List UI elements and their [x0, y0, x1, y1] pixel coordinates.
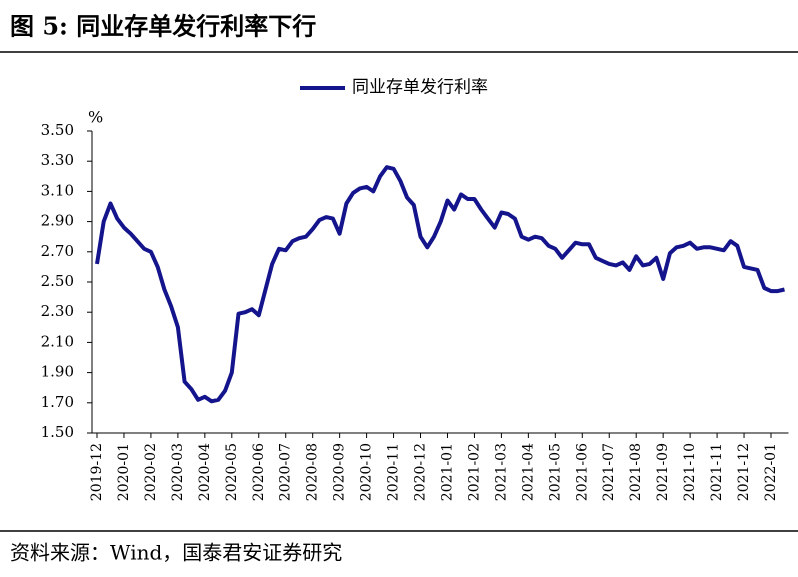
x-tick-label: 2021-04: [520, 443, 536, 501]
y-tick-label: 2.10: [41, 332, 74, 350]
x-tick-label: 2020-04: [197, 443, 213, 501]
y-unit: %: [88, 108, 103, 127]
y-tick-label: 1.50: [41, 423, 74, 441]
x-tick-label: 2021-03: [493, 443, 509, 501]
x-tick-label: 2021-10: [682, 443, 698, 501]
x-tick-label: 2021-06: [574, 443, 590, 501]
x-tick-label: 2021-05: [547, 443, 563, 501]
y-tick-label: 2.30: [41, 302, 74, 320]
x-tick-label: 2020-08: [305, 443, 321, 501]
x-tick-label: 2020-01: [116, 443, 132, 501]
x-tick-label: 2020-11: [386, 443, 402, 501]
x-tick-label: 2021-12: [736, 443, 752, 501]
x-tick-label: 2021-08: [628, 443, 644, 501]
y-tick-label: 2.70: [41, 242, 74, 260]
y-tick-label: 2.90: [41, 212, 74, 230]
y-tick-label: 3.10: [41, 181, 74, 199]
x-tick-label: 2021-01: [439, 443, 455, 501]
x-tick-label: 2021-09: [655, 443, 671, 501]
x-tick-label: 2020-03: [170, 443, 186, 501]
x-tick-label: 2020-10: [359, 443, 375, 501]
y-tick-label: 3.50: [41, 121, 74, 139]
legend-label: 同业存单发行利率: [352, 78, 488, 98]
source: 资料来源：Wind，国泰君安证券研究: [10, 541, 342, 565]
x-tick-label: 2021-11: [709, 443, 725, 501]
x-tick-label: 2020-05: [224, 443, 240, 501]
x-tick-label: 2019-12: [89, 443, 105, 501]
y-tick-label: 3.30: [41, 151, 74, 169]
y-tick-label: 2.50: [41, 272, 74, 290]
x-tick-label: 2020-07: [278, 443, 294, 501]
x-tick-label: 2020-06: [251, 443, 267, 501]
x-tick-label: 2021-02: [466, 443, 482, 501]
y-tick-label: 1.70: [41, 393, 74, 411]
x-tick-label: 2020-02: [143, 443, 159, 501]
series-line: [95, 165, 785, 404]
x-tick-label: 2021-07: [601, 443, 617, 501]
x-tick-label: 2020-09: [332, 443, 348, 501]
x-tick-label: 2022-01: [763, 443, 779, 501]
y-tick-label: 1.90: [41, 363, 74, 381]
x-tick-label: 2020-12: [413, 443, 429, 501]
chart-title: 图 5: 同业存单发行利率下行: [10, 12, 316, 41]
